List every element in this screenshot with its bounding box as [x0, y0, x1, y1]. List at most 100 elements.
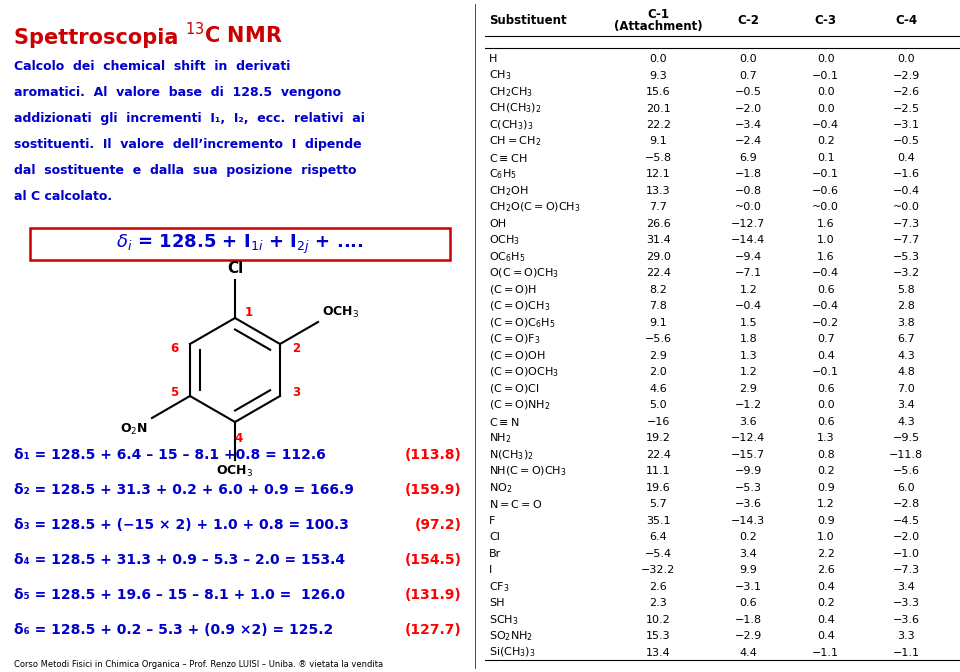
Text: −2.6: −2.6 [893, 87, 920, 97]
Text: 29.0: 29.0 [646, 252, 671, 262]
Text: δ₁ = 128.5 + 6.4 – 15 – 8.1 +0.8 = 112.6: δ₁ = 128.5 + 6.4 – 15 – 8.1 +0.8 = 112.6 [14, 448, 325, 462]
Text: C$\equiv$CH: C$\equiv$CH [489, 152, 527, 164]
Text: 20.1: 20.1 [646, 103, 671, 114]
Text: 0.9: 0.9 [817, 515, 834, 526]
Text: −15.7: −15.7 [732, 450, 765, 460]
Text: (C$=$O)Cl: (C$=$O)Cl [489, 382, 540, 395]
Text: 0.0: 0.0 [817, 87, 834, 97]
Text: CH$_2$OH: CH$_2$OH [489, 184, 529, 198]
Text: 2.9: 2.9 [649, 351, 667, 361]
Text: (Attachment): (Attachment) [614, 20, 703, 33]
Text: −5.4: −5.4 [645, 548, 672, 558]
Text: −7.7: −7.7 [893, 235, 920, 245]
Text: 0.4: 0.4 [817, 582, 834, 591]
Text: C$\equiv$N: C$\equiv$N [489, 416, 519, 428]
Text: CH$=$CH$_2$: CH$=$CH$_2$ [489, 134, 541, 149]
Text: −3.6: −3.6 [893, 615, 920, 624]
Text: 0.2: 0.2 [817, 598, 834, 608]
Text: 15.3: 15.3 [646, 631, 671, 641]
Text: SH: SH [489, 598, 504, 608]
Text: 0.9: 0.9 [817, 482, 834, 493]
Text: (C$=$O)OCH$_3$: (C$=$O)OCH$_3$ [489, 366, 559, 379]
Text: 11.1: 11.1 [646, 466, 671, 476]
Text: −9.5: −9.5 [893, 433, 920, 444]
Text: 6.9: 6.9 [739, 153, 757, 163]
Text: −4.5: −4.5 [893, 515, 920, 526]
Text: 13.3: 13.3 [646, 186, 671, 196]
Text: −0.4: −0.4 [812, 268, 839, 278]
Text: 0.1: 0.1 [817, 153, 834, 163]
Text: SCH$_3$: SCH$_3$ [489, 613, 518, 626]
Text: −0.1: −0.1 [812, 169, 839, 179]
Text: OCH$_3$: OCH$_3$ [322, 305, 359, 320]
Text: 1.8: 1.8 [739, 335, 757, 344]
Text: −0.1: −0.1 [812, 71, 839, 81]
Text: (C$=$O)C$_6$H$_5$: (C$=$O)C$_6$H$_5$ [489, 316, 556, 330]
Text: 0.7: 0.7 [739, 71, 757, 81]
Text: −5.3: −5.3 [893, 252, 920, 262]
Text: 8.2: 8.2 [649, 285, 667, 295]
Text: −1.6: −1.6 [893, 169, 920, 179]
Text: −2.9: −2.9 [893, 71, 920, 81]
Text: −3.4: −3.4 [734, 120, 762, 130]
Text: 0.6: 0.6 [817, 285, 834, 295]
Text: 9.1: 9.1 [650, 318, 667, 328]
Text: 0.0: 0.0 [817, 103, 834, 114]
Text: −2.8: −2.8 [893, 499, 920, 509]
Text: −3.1: −3.1 [893, 120, 920, 130]
Text: 9.9: 9.9 [739, 565, 757, 575]
Text: 3.6: 3.6 [739, 417, 757, 427]
Text: 1.3: 1.3 [739, 351, 757, 361]
Text: sostituenti.  Il  valore  dell’incremento  I  dipende: sostituenti. Il valore dell’incremento I… [14, 138, 362, 151]
Text: 0.0: 0.0 [650, 54, 667, 64]
Text: −0.5: −0.5 [734, 87, 761, 97]
Text: 10.2: 10.2 [646, 615, 671, 624]
Text: 2.6: 2.6 [817, 565, 834, 575]
Text: 2.8: 2.8 [898, 301, 915, 311]
Text: OH: OH [489, 219, 506, 229]
Text: 3: 3 [292, 386, 300, 398]
Text: −14.3: −14.3 [732, 515, 765, 526]
Text: 1: 1 [245, 306, 253, 319]
Text: −0.4: −0.4 [893, 186, 920, 196]
Text: (97.2): (97.2) [415, 518, 462, 532]
Text: CH(CH$_3$)$_2$: CH(CH$_3$)$_2$ [489, 101, 541, 116]
Text: 6.0: 6.0 [898, 482, 915, 493]
Text: O(C$=$O)CH$_3$: O(C$=$O)CH$_3$ [489, 267, 559, 280]
Text: −2.0: −2.0 [893, 532, 920, 542]
Text: −0.2: −0.2 [812, 318, 839, 328]
Text: −0.1: −0.1 [812, 368, 839, 377]
Text: (113.8): (113.8) [405, 448, 462, 462]
Text: (131.9): (131.9) [405, 588, 462, 602]
Text: 3.4: 3.4 [739, 548, 757, 558]
Text: 2: 2 [292, 341, 300, 355]
Text: 3.4: 3.4 [898, 401, 915, 411]
Text: 0.4: 0.4 [817, 631, 834, 641]
Text: 0.0: 0.0 [817, 54, 834, 64]
Text: Calcolo  dei  chemical  shift  in  derivati: Calcolo dei chemical shift in derivati [14, 60, 290, 73]
Text: δ₃ = 128.5 + (−15 × 2) + 1.0 + 0.8 = 100.3: δ₃ = 128.5 + (−15 × 2) + 1.0 + 0.8 = 100… [14, 518, 348, 532]
Text: 0.6: 0.6 [817, 417, 834, 427]
Text: −1.1: −1.1 [812, 648, 839, 658]
Text: 1.2: 1.2 [817, 499, 834, 509]
Text: 9.3: 9.3 [650, 71, 667, 81]
Text: δ₅ = 128.5 + 19.6 – 15 – 8.1 + 1.0 =  126.0: δ₅ = 128.5 + 19.6 – 15 – 8.1 + 1.0 = 126… [14, 588, 345, 602]
Text: −0.8: −0.8 [734, 186, 762, 196]
Text: 0.4: 0.4 [898, 153, 915, 163]
Text: 7.0: 7.0 [898, 384, 915, 394]
Text: −16: −16 [647, 417, 670, 427]
Text: 3.3: 3.3 [898, 631, 915, 641]
Text: 0.7: 0.7 [817, 335, 834, 344]
Text: OCH$_3$: OCH$_3$ [216, 464, 253, 479]
Text: 6: 6 [170, 341, 179, 355]
Text: aromatici.  Al  valore  base  di  128.5  vengono: aromatici. Al valore base di 128.5 vengo… [14, 86, 341, 99]
Text: Substituent: Substituent [489, 14, 566, 27]
Text: addizionati  gli  incrementi  I₁,  I₂,  ecc.  relativi  ai: addizionati gli incrementi I₁, I₂, ecc. … [14, 112, 365, 125]
Text: 1.5: 1.5 [739, 318, 757, 328]
Text: −12.4: −12.4 [732, 433, 765, 444]
Text: 2.6: 2.6 [650, 582, 667, 591]
Text: CH$_3$: CH$_3$ [489, 69, 512, 83]
Text: 2.9: 2.9 [739, 384, 757, 394]
Text: −2.0: −2.0 [734, 103, 762, 114]
Text: 0.2: 0.2 [817, 136, 834, 146]
